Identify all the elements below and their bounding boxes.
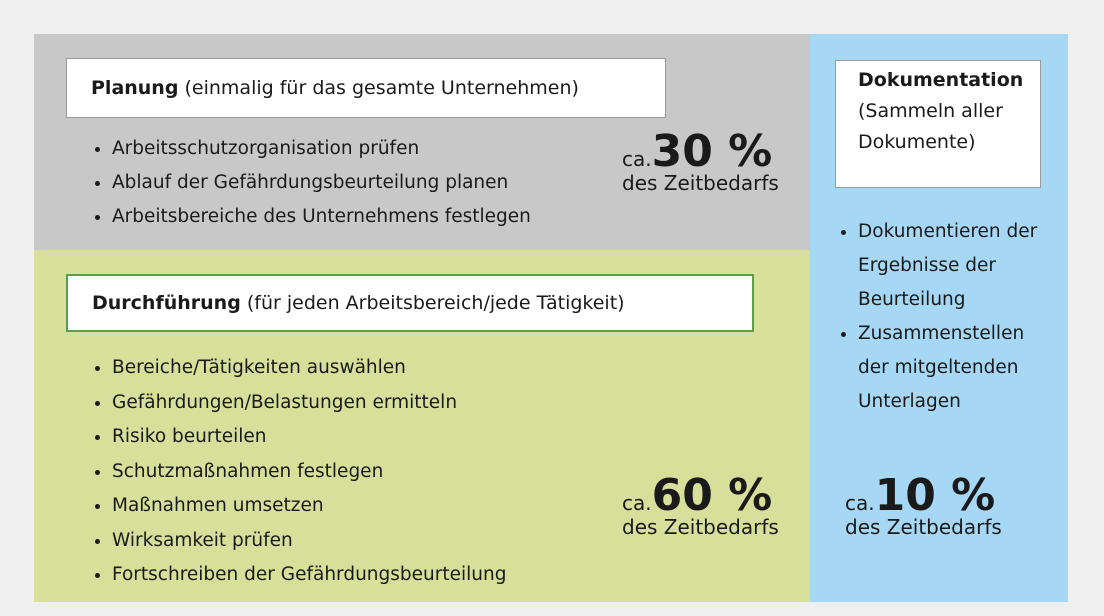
title: Planung [91,77,179,99]
suffix: des Zeitbedarfs [622,171,779,195]
execution-share: ca.60 % des Zeitbedarfs [622,474,779,540]
execution-header: Durchführung (für jeden Arbeitsbereich/j… [66,274,754,332]
subtitle: (einmalig für das gesamte Unternehmen) [184,77,579,99]
bullet-item: Gefährdungen/Belastungen ermitteln [112,386,506,421]
bullet-item: Wirksamkeit prüfen [112,524,506,559]
prefix: ca. [622,491,652,515]
documentation-header: Dokumentation (Sammeln aller Dokumente) [835,60,1041,188]
title: Dokumentation [858,69,1024,91]
bullet-item: Zusammenstellen der mitgeltenden Unterla… [858,317,1058,419]
title: Durchführung [92,292,241,314]
planning-share: ca.30 % des Zeitbedarfs [622,130,779,196]
bullet-item: Bereiche/Tätigkeiten auswählen [112,351,506,386]
planning-header: Planung (einmalig für das gesamte Untern… [66,58,666,118]
bullet-item: Dokumentieren der Ergebnisse der Beurtei… [858,215,1058,317]
subtitle: (für jeden Arbeitsbereich/jede Tätigkeit… [246,292,625,314]
prefix: ca. [622,147,652,171]
bullet-item: Maßnahmen umsetzen [112,489,506,524]
prefix: ca. [845,491,875,515]
subtitle: (Sammeln aller Dokumente) [858,100,1003,153]
suffix: des Zeitbedarfs [622,515,779,539]
suffix: des Zeitbedarfs [845,515,1002,539]
bullet-item: Schutzmaßnahmen festlegen [112,455,506,490]
bullet-item: Risiko beurteilen [112,420,506,455]
documentation-share: ca.10 % des Zeitbedarfs [845,474,1002,540]
documentation-list: Dokumentieren der Ergebnisse der Beurtei… [836,215,1058,419]
value: 30 % [651,126,773,177]
value: 60 % [651,470,773,521]
planning-list: Arbeitsschutzorganisation prüfenAblauf d… [90,132,531,234]
value: 10 % [874,470,996,521]
execution-list: Bereiche/Tätigkeiten auswählenGefährdung… [90,351,506,593]
bullet-item: Ablauf der Gefährdungsbeurteilung planen [112,166,531,200]
bullet-item: Fortschreiben der Gefährdungsbeurteilung [112,558,506,593]
bullet-item: Arbeitsbereiche des Unternehmens festleg… [112,200,531,234]
bullet-item: Arbeitsschutzorganisation prüfen [112,132,531,166]
